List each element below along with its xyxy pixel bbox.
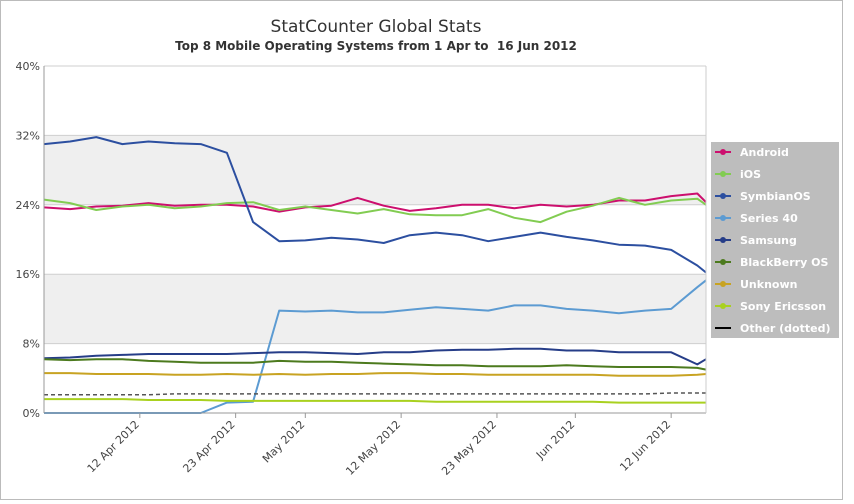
legend-label: Samsung (740, 234, 797, 247)
legend-marker (720, 237, 726, 243)
y-tick-label: 24% (16, 199, 40, 212)
y-tick-label: 16% (16, 268, 40, 281)
series-line (43, 358, 707, 371)
plot-bands (44, 66, 706, 413)
legend-marker (720, 193, 726, 199)
plot-band (44, 274, 706, 344)
series-line (44, 392, 706, 396)
legend-marker (720, 171, 726, 177)
legend-box (711, 142, 839, 338)
y-tick-label: 0% (23, 407, 40, 420)
series-line (43, 192, 707, 213)
chart-title: StatCounter Global Stats (271, 17, 482, 37)
legend-label: Series 40 (740, 212, 798, 225)
plot-band (44, 135, 706, 205)
series-line (44, 398, 706, 404)
legend-marker (720, 281, 726, 287)
legend-marker (720, 259, 726, 265)
legend: Android iOS SymbianOS Series 40 Samsung Black… (715, 146, 831, 335)
series-line (43, 136, 707, 274)
series-line (44, 372, 707, 377)
series-line (43, 196, 707, 224)
legend-label: Android (740, 146, 789, 159)
series-line (43, 347, 707, 366)
y-tick-label: 32% (16, 129, 40, 142)
y-tick-label: 40% (16, 60, 40, 73)
lines (43, 136, 707, 414)
legend-marker (720, 303, 726, 309)
plot-area (44, 66, 706, 413)
chart-subtitle: Top 8 Mobile Operating Systems from 1 Ap… (175, 39, 577, 53)
legend-label: Other (dotted) (740, 322, 831, 335)
legend-label: SymbianOS (740, 190, 811, 203)
legend-marker (720, 215, 726, 221)
legend-label: Unknown (740, 278, 797, 291)
legend-label: iOS (740, 168, 761, 181)
legend-label: BlackBerry OS (740, 256, 828, 269)
y-tick-label: 8% (23, 338, 40, 351)
legend-marker (720, 149, 726, 155)
legend-label: Sony Ericsson (740, 300, 826, 313)
